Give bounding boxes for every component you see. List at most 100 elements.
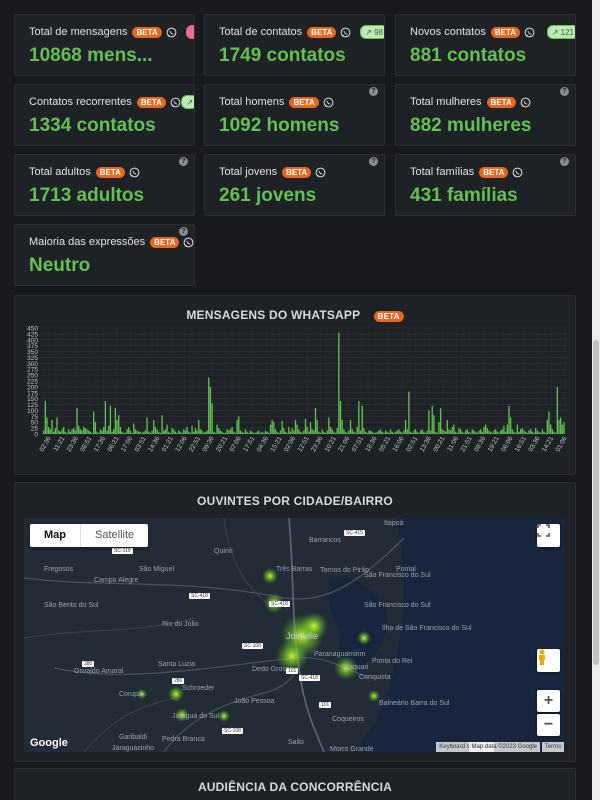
chart-bar[interactable] (218, 428, 220, 434)
chart-bar[interactable] (399, 431, 402, 434)
chart-bar[interactable] (126, 429, 128, 434)
chart-bar[interactable] (274, 429, 277, 434)
chart-bar[interactable] (49, 429, 51, 434)
chart-bar[interactable] (76, 408, 78, 434)
chart-bar[interactable] (138, 431, 140, 434)
chart-bar[interactable] (54, 428, 56, 434)
chart-bar[interactable] (223, 432, 225, 434)
chart-bar[interactable] (489, 431, 492, 434)
chart-bar[interactable] (64, 431, 67, 434)
chart-bar[interactable] (388, 432, 390, 434)
chart-bar[interactable] (313, 430, 315, 434)
chart-bar[interactable] (469, 432, 472, 434)
chart-bar[interactable] (511, 429, 513, 434)
chart-bar[interactable] (344, 431, 347, 434)
chart-bar[interactable] (546, 419, 548, 434)
chart-bar[interactable] (176, 432, 178, 434)
chart-bar[interactable] (438, 422, 440, 434)
chart-bar[interactable] (149, 432, 152, 434)
fullscreen-button[interactable] (537, 524, 560, 547)
chart-bar[interactable] (171, 428, 173, 434)
chart-bar[interactable] (259, 432, 262, 434)
chart-bar[interactable] (421, 429, 423, 434)
chart-bar[interactable] (263, 432, 265, 434)
chart-bar[interactable] (393, 432, 395, 434)
chart-bar[interactable] (71, 429, 73, 434)
chart-bar[interactable] (278, 432, 280, 434)
chart-bar[interactable] (294, 419, 297, 434)
chart-bar[interactable] (426, 430, 428, 434)
chart-bar[interactable] (46, 417, 48, 434)
chart-bar[interactable] (94, 422, 97, 434)
chart-bar[interactable] (56, 417, 58, 434)
chart-bar[interactable] (99, 429, 102, 434)
chart-bar[interactable] (241, 431, 243, 434)
chart-bar[interactable] (86, 429, 88, 434)
chart-bar[interactable] (209, 386, 212, 434)
chart-bar[interactable] (379, 429, 382, 434)
chart-bar[interactable] (560, 417, 562, 434)
chart-bar[interactable] (198, 419, 200, 434)
chart-bar[interactable] (326, 430, 328, 434)
chart-bar[interactable] (359, 430, 362, 434)
chart-bar[interactable] (133, 423, 135, 434)
chart-bar[interactable] (308, 431, 310, 434)
chart-bar[interactable] (474, 431, 477, 434)
chart-bar[interactable] (384, 430, 387, 434)
chart-bar[interactable] (349, 419, 352, 434)
help-icon[interactable]: ? (179, 157, 188, 166)
chart-bar[interactable] (444, 431, 447, 434)
chart-bar[interactable] (403, 430, 405, 434)
chart-bar[interactable] (398, 429, 400, 434)
chart-bar[interactable] (553, 431, 555, 434)
chart-bar[interactable] (93, 411, 95, 434)
chart-bar[interactable] (108, 425, 110, 434)
chart-bar[interactable] (423, 431, 425, 434)
chart-bar[interactable] (486, 428, 488, 434)
chart-bar[interactable] (183, 429, 185, 434)
chart-bar[interactable] (51, 419, 53, 434)
chart-bar[interactable] (406, 429, 408, 434)
chart-bar[interactable] (431, 405, 433, 434)
chart-bar[interactable] (521, 428, 523, 434)
chart-bar[interactable] (271, 419, 273, 434)
chart-bar[interactable] (481, 431, 483, 434)
chart-bar[interactable] (468, 431, 470, 434)
chart-bar[interactable] (456, 432, 458, 434)
chart-bar[interactable] (114, 408, 117, 434)
chart-bar[interactable] (411, 432, 413, 434)
chart-bar[interactable] (291, 428, 293, 434)
chart-bar[interactable] (508, 405, 510, 434)
chart-bar[interactable] (331, 429, 333, 434)
chart-bar[interactable] (189, 432, 192, 434)
chart-bar[interactable] (258, 430, 260, 434)
chart-bar[interactable] (173, 429, 175, 434)
chart-bar[interactable] (369, 430, 372, 434)
chart-bar[interactable] (53, 431, 55, 434)
chart-bar[interactable] (276, 431, 278, 434)
street-view-button[interactable] (537, 649, 560, 672)
chart-bar[interactable] (234, 432, 237, 434)
chart-bar[interactable] (498, 432, 500, 434)
chart-bar[interactable] (318, 431, 320, 434)
chart-bar[interactable] (304, 418, 307, 434)
chart-bar[interactable] (134, 429, 137, 434)
chart-bar[interactable] (163, 430, 165, 434)
chart-bar[interactable] (501, 429, 503, 434)
chart-bar[interactable] (563, 422, 565, 434)
chart-bar[interactable] (213, 431, 215, 434)
chart-bar[interactable] (249, 430, 252, 434)
chart-bar[interactable] (301, 432, 303, 434)
chart-bar[interactable] (174, 431, 177, 434)
chart-bar[interactable] (96, 431, 98, 434)
chart-bar[interactable] (44, 401, 46, 434)
chart-bar[interactable] (488, 430, 490, 434)
chart-bar[interactable] (159, 432, 162, 434)
chart-bar[interactable] (221, 431, 223, 434)
chart-bar[interactable] (129, 430, 132, 434)
chart-bar[interactable] (538, 431, 540, 434)
chart-bar[interactable] (473, 430, 475, 434)
chart-bar[interactable] (451, 426, 453, 434)
chart-bar[interactable] (229, 429, 232, 434)
chart-bar[interactable] (158, 431, 160, 434)
